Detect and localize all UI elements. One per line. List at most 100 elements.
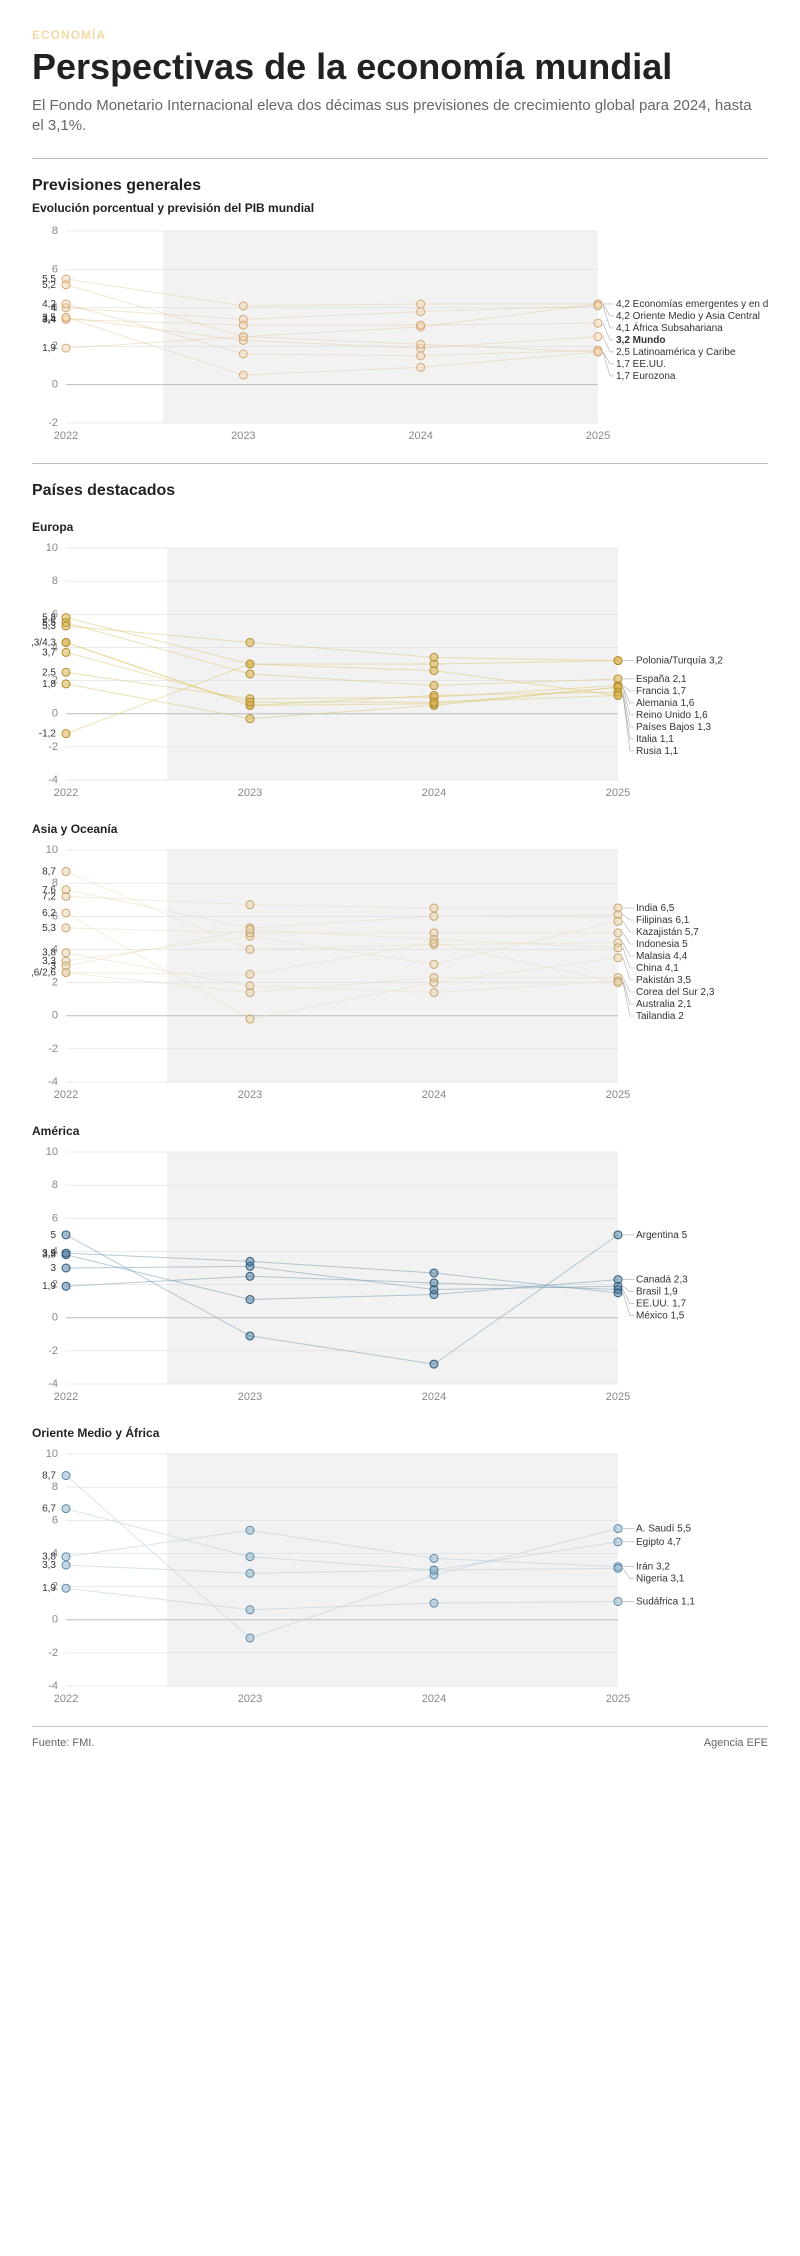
footer-source: Fuente: FMI. <box>32 1737 94 1749</box>
svg-text:5,3: 5,3 <box>42 621 56 632</box>
chart-general: -20246820222023202420255,55,24,243,53,41… <box>32 225 768 445</box>
svg-text:0: 0 <box>52 708 58 720</box>
svg-text:8: 8 <box>52 1481 58 1493</box>
svg-text:2025: 2025 <box>606 1391 630 1403</box>
svg-text:Reino Unido 1,6: Reino Unido 1,6 <box>636 710 708 721</box>
svg-text:2024: 2024 <box>422 1391 446 1403</box>
svg-text:10: 10 <box>46 844 58 856</box>
svg-text:Canadá 2,3: Canadá 2,3 <box>636 1275 688 1286</box>
subtitle-asia: Asia y Oceanía <box>32 822 768 836</box>
footer: Fuente: FMI. Agencia EFE <box>32 1726 768 1749</box>
svg-text:2023: 2023 <box>238 1693 262 1705</box>
svg-text:2024: 2024 <box>422 1089 446 1101</box>
svg-text:2025: 2025 <box>606 1089 630 1101</box>
svg-text:8: 8 <box>52 1179 58 1191</box>
svg-text:España 2,1: España 2,1 <box>636 674 687 685</box>
svg-text:8,7: 8,7 <box>42 1471 56 1482</box>
svg-text:Malasia 4,4: Malasia 4,4 <box>636 951 688 962</box>
svg-text:5: 5 <box>50 1230 56 1241</box>
svg-text:Polonia/Turquía 3,2: Polonia/Turquía 3,2 <box>636 656 723 667</box>
svg-text:Corea del Sur 2,3: Corea del Sur 2,3 <box>636 987 715 998</box>
svg-text:2023: 2023 <box>238 787 262 799</box>
footer-agency: Agencia EFE <box>704 1737 768 1749</box>
svg-text:0: 0 <box>52 1312 58 1324</box>
svg-text:2022: 2022 <box>54 1089 78 1101</box>
svg-text:-4: -4 <box>48 1680 58 1692</box>
svg-text:3,8: 3,8 <box>42 1250 56 1261</box>
section-countries-title: Países destacados <box>32 482 768 500</box>
svg-text:3,4: 3,4 <box>42 315 56 326</box>
divider <box>32 158 768 159</box>
svg-text:Filipinas 6,1: Filipinas 6,1 <box>636 915 690 926</box>
svg-text:-2: -2 <box>48 741 58 753</box>
svg-text:-2: -2 <box>48 1647 58 1659</box>
svg-text:10: 10 <box>46 1146 58 1158</box>
svg-text:1,8: 1,8 <box>42 679 56 690</box>
divider <box>32 463 768 464</box>
svg-text:Argentina 5: Argentina 5 <box>636 1230 688 1241</box>
svg-text:2025: 2025 <box>586 430 610 442</box>
svg-text:1,7 Eurozona: 1,7 Eurozona <box>616 371 676 382</box>
svg-text:-1,2: -1,2 <box>39 729 57 740</box>
svg-text:1,7 EE.UU.: 1,7 EE.UU. <box>616 359 666 370</box>
svg-text:0: 0 <box>52 1614 58 1626</box>
svg-text:2022: 2022 <box>54 430 78 442</box>
svg-text:4,2 Economías emergentes y en: 4,2 Economías emergentes y en desarrollo… <box>616 299 768 310</box>
svg-text:2022: 2022 <box>54 1391 78 1403</box>
svg-text:Italia 1,1: Italia 1,1 <box>636 734 674 745</box>
svg-text:Australia 2,1: Australia 2,1 <box>636 999 692 1010</box>
svg-text:2025: 2025 <box>606 787 630 799</box>
svg-text:2024: 2024 <box>408 430 432 442</box>
svg-text:3: 3 <box>50 1263 56 1274</box>
page-title: Perspectivas de la economía mundial <box>32 48 768 86</box>
svg-text:Irán 3,2: Irán 3,2 <box>636 1562 670 1573</box>
svg-text:-2: -2 <box>48 1345 58 1357</box>
svg-text:-4: -4 <box>48 1378 58 1390</box>
svg-text:8: 8 <box>52 575 58 587</box>
dek: El Fondo Monetario Internacional eleva d… <box>32 96 752 137</box>
svg-text:8,7: 8,7 <box>42 867 56 878</box>
svg-text:Brasil 1,9: Brasil 1,9 <box>636 1287 678 1298</box>
svg-text:10: 10 <box>46 542 58 554</box>
chart-europa: -4-2024681020222023202420255,85,55,34,3/… <box>32 542 768 802</box>
svg-text:China 4,1: China 4,1 <box>636 963 679 974</box>
svg-text:8: 8 <box>52 225 58 237</box>
svg-text:Indonesia 5: Indonesia 5 <box>636 939 688 950</box>
subtitle-mea: Oriente Medio y África <box>32 1426 768 1440</box>
subtitle-america: América <box>32 1124 768 1138</box>
svg-text:4,1 África Subsahariana: 4,1 África Subsahariana <box>616 321 723 334</box>
svg-text:1,9: 1,9 <box>42 1584 56 1595</box>
svg-text:Tailandia 2: Tailandia 2 <box>636 1011 684 1022</box>
svg-text:Alemania 1,6: Alemania 1,6 <box>636 698 695 709</box>
svg-text:6,7: 6,7 <box>42 1504 56 1515</box>
svg-text:7,2: 7,2 <box>42 892 56 903</box>
svg-text:5,2: 5,2 <box>42 280 56 291</box>
svg-text:-2: -2 <box>48 417 58 429</box>
svg-text:India 6,5: India 6,5 <box>636 903 675 914</box>
svg-text:6: 6 <box>52 1515 58 1527</box>
subtitle-europa: Europa <box>32 520 768 534</box>
svg-text:Sudáfrica 1,1: Sudáfrica 1,1 <box>636 1597 695 1608</box>
svg-text:0: 0 <box>52 1010 58 1022</box>
svg-text:Francia 1,7: Francia 1,7 <box>636 686 686 697</box>
svg-text:Países Bajos 1,3: Países Bajos 1,3 <box>636 722 711 733</box>
svg-text:3,2 Mundo: 3,2 Mundo <box>616 335 665 346</box>
svg-text:2,5 Latinoamérica y Caribe: 2,5 Latinoamérica y Caribe <box>616 347 736 358</box>
svg-text:2023: 2023 <box>231 430 255 442</box>
svg-text:-4: -4 <box>48 1076 58 1088</box>
svg-text:6,2: 6,2 <box>42 908 56 919</box>
svg-text:3,3: 3,3 <box>42 1560 56 1571</box>
svg-text:0: 0 <box>52 379 58 391</box>
svg-text:Pakistán 3,5: Pakistán 3,5 <box>636 975 691 986</box>
svg-text:Egipto 4,7: Egipto 4,7 <box>636 1537 681 1548</box>
svg-text:5,3: 5,3 <box>42 923 56 934</box>
svg-text:México 1,5: México 1,5 <box>636 1311 685 1322</box>
section-general-title: Previsiones generales <box>32 177 768 195</box>
kicker: ECONOMÍA <box>32 28 768 42</box>
svg-text:2,5: 2,5 <box>42 668 56 679</box>
svg-text:10: 10 <box>46 1448 58 1460</box>
svg-text:2023: 2023 <box>238 1089 262 1101</box>
svg-text:A. Saudí 5,5: A. Saudí 5,5 <box>636 1524 691 1535</box>
chart-america: -4-20246810202220232024202553,93,831,9Ar… <box>32 1146 768 1406</box>
svg-text:2025: 2025 <box>606 1693 630 1705</box>
